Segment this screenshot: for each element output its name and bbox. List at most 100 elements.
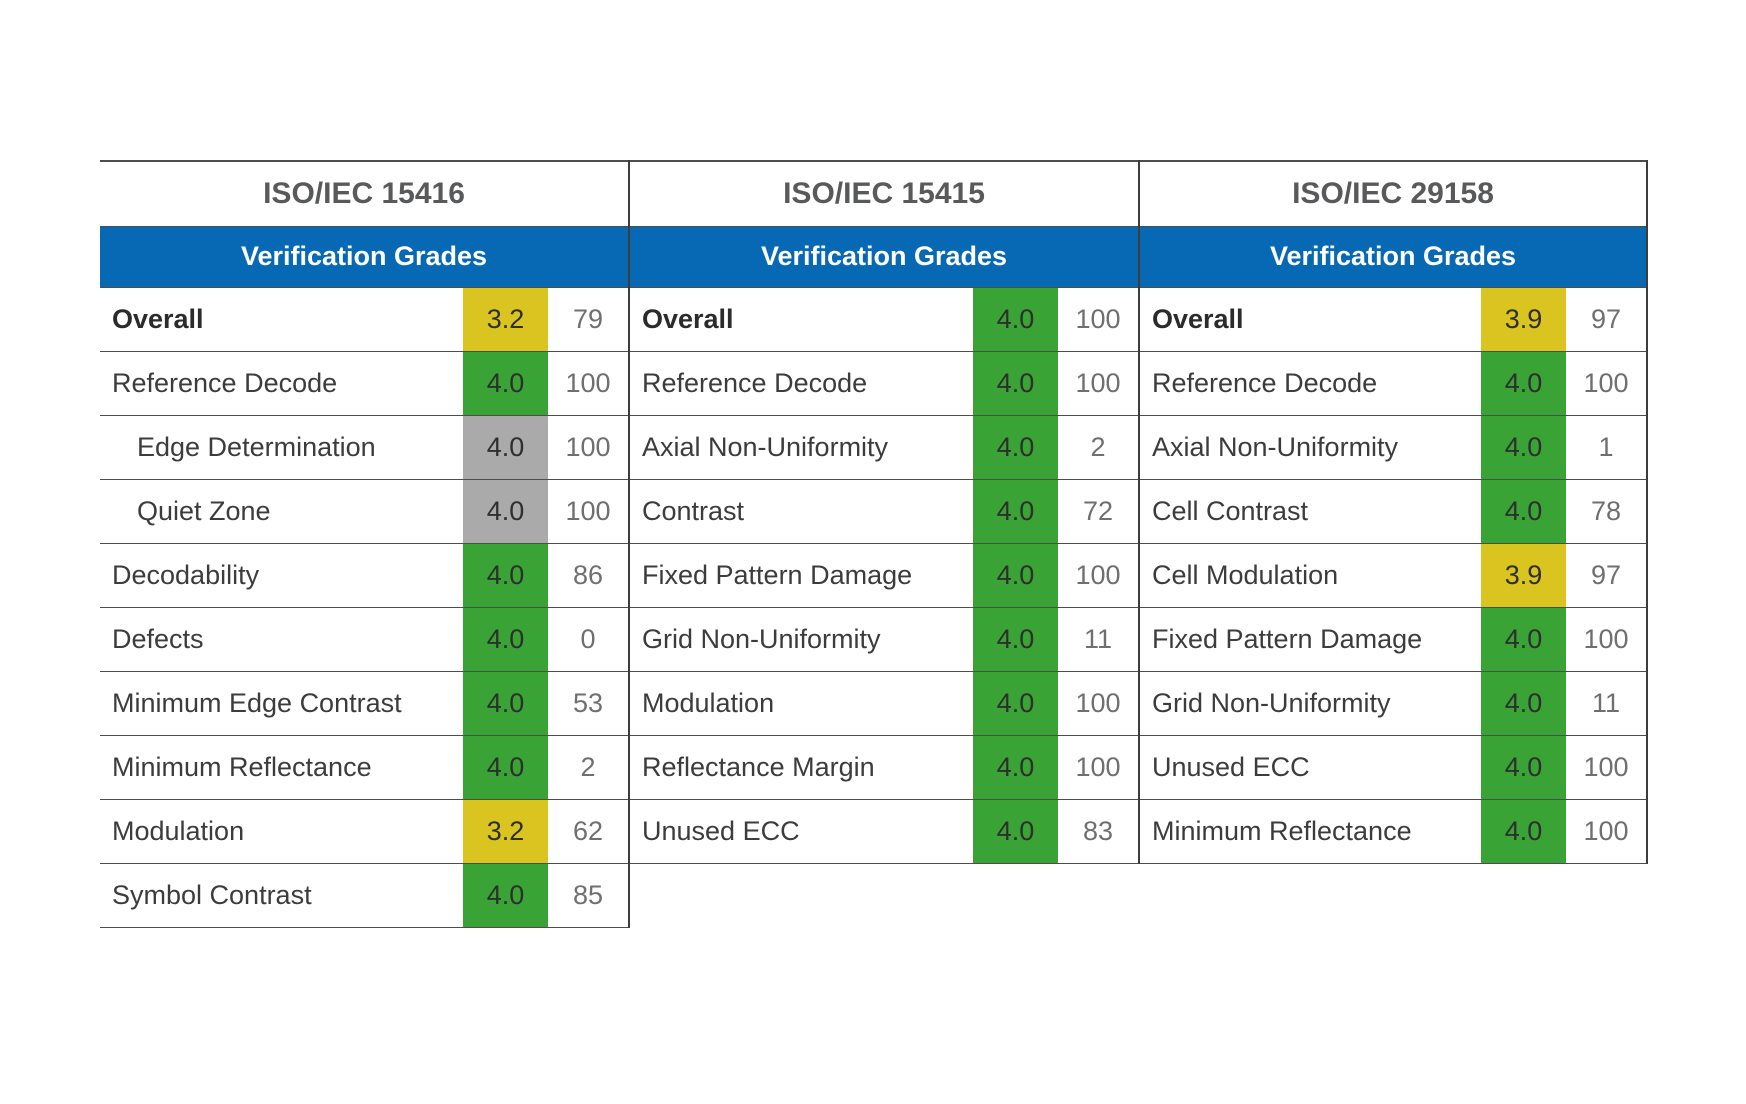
metric-label: Reference Decode xyxy=(630,351,973,416)
table-row: Reflectance Margin 4.0 100 xyxy=(630,735,1139,800)
grade-cell: 4.0 xyxy=(973,543,1058,608)
value-cell: 86 xyxy=(548,543,629,608)
value-cell: 100 xyxy=(1058,671,1139,736)
grade-cell: 4.0 xyxy=(1481,479,1566,544)
metric-label: Decodability xyxy=(100,543,463,608)
value-cell: 11 xyxy=(1058,607,1139,672)
value-cell: 100 xyxy=(1058,351,1139,416)
table-row: Modulation 3.2 62 xyxy=(100,799,629,864)
grade-cell: 3.9 xyxy=(1481,543,1566,608)
value-cell: 100 xyxy=(1058,735,1139,800)
grade-cell: 4.0 xyxy=(1481,671,1566,736)
metric-label: Unused ECC xyxy=(630,799,973,864)
table-header: Verification Grades xyxy=(1140,226,1647,288)
value-cell: 2 xyxy=(1058,415,1139,480)
table-row: Symbol Contrast 4.0 85 xyxy=(100,863,629,928)
table-row: Unused ECC 4.0 100 xyxy=(1140,735,1647,800)
metric-label: Overall xyxy=(1140,287,1481,352)
value-cell: 100 xyxy=(548,415,629,480)
table-row: Axial Non-Uniformity 4.0 2 xyxy=(630,415,1139,480)
table-title-row: ISO/IEC 15416 xyxy=(100,161,629,227)
table-row: Cell Modulation 3.9 97 xyxy=(1140,543,1647,608)
table-row: Overall 3.9 97 xyxy=(1140,287,1647,352)
grade-cell: 4.0 xyxy=(463,735,548,800)
value-cell: 97 xyxy=(1566,287,1647,352)
table-row: Unused ECC 4.0 83 xyxy=(630,799,1139,864)
table-header-row: Verification Grades xyxy=(1140,226,1647,288)
table-row: Contrast 4.0 72 xyxy=(630,479,1139,544)
table-row: Decodability 4.0 86 xyxy=(100,543,629,608)
table-row: Edge Determination 4.0 100 xyxy=(100,415,629,480)
table-row: Modulation 4.0 100 xyxy=(630,671,1139,736)
value-cell: 72 xyxy=(1058,479,1139,544)
value-cell: 78 xyxy=(1566,479,1647,544)
metric-label: Quiet Zone xyxy=(100,479,463,544)
table-row: Axial Non-Uniformity 4.0 1 xyxy=(1140,415,1647,480)
table-row: Defects 4.0 0 xyxy=(100,607,629,672)
value-cell: 0 xyxy=(548,607,629,672)
metric-label: Cell Contrast xyxy=(1140,479,1481,544)
grade-cell: 4.0 xyxy=(1481,607,1566,672)
table-title: ISO/IEC 29158 xyxy=(1140,161,1647,227)
metric-label: Reflectance Margin xyxy=(630,735,973,800)
metric-label: Modulation xyxy=(100,799,463,864)
table-row: Minimum Reflectance 4.0 100 xyxy=(1140,799,1647,864)
grade-cell: 4.0 xyxy=(463,671,548,736)
grade-cell: 4.0 xyxy=(463,607,548,672)
table-row: Reference Decode 4.0 100 xyxy=(630,351,1139,416)
table-row: Overall 3.2 79 xyxy=(100,287,629,352)
grade-cell: 4.0 xyxy=(463,479,548,544)
table-title: ISO/IEC 15416 xyxy=(100,161,629,227)
grade-cell: 3.2 xyxy=(463,799,548,864)
grade-cell: 4.0 xyxy=(973,479,1058,544)
table-row: Fixed Pattern Damage 4.0 100 xyxy=(1140,607,1647,672)
table-header: Verification Grades xyxy=(100,226,629,288)
value-cell: 100 xyxy=(1058,543,1139,608)
metric-label: Reference Decode xyxy=(1140,351,1481,416)
grade-cell: 4.0 xyxy=(463,351,548,416)
value-cell: 100 xyxy=(1566,351,1647,416)
metric-label: Overall xyxy=(100,287,463,352)
value-cell: 53 xyxy=(548,671,629,736)
grade-cell: 4.0 xyxy=(973,607,1058,672)
metric-label: Edge Determination xyxy=(100,415,463,480)
table-title-row: ISO/IEC 29158 xyxy=(1140,161,1647,227)
value-cell: 100 xyxy=(1566,735,1647,800)
grade-cell: 4.0 xyxy=(973,415,1058,480)
metric-label: Grid Non-Uniformity xyxy=(1140,671,1481,736)
metric-label: Unused ECC xyxy=(1140,735,1481,800)
grade-cell: 4.0 xyxy=(973,351,1058,416)
value-cell: 2 xyxy=(548,735,629,800)
value-cell: 62 xyxy=(548,799,629,864)
value-cell: 100 xyxy=(1058,287,1139,352)
metric-label: Minimum Edge Contrast xyxy=(100,671,463,736)
grade-cell: 3.2 xyxy=(463,287,548,352)
table-row: Minimum Reflectance 4.0 2 xyxy=(100,735,629,800)
value-cell: 97 xyxy=(1566,543,1647,608)
value-cell: 100 xyxy=(548,479,629,544)
grade-table: ISO/IEC 15416 Verification Grades Overal… xyxy=(100,160,630,928)
grade-cell: 4.0 xyxy=(1481,799,1566,864)
verification-tables: ISO/IEC 15416 Verification Grades Overal… xyxy=(100,160,1648,928)
value-cell: 85 xyxy=(548,863,629,928)
value-cell: 100 xyxy=(1566,799,1647,864)
metric-label: Minimum Reflectance xyxy=(1140,799,1481,864)
table-row: Reference Decode 4.0 100 xyxy=(1140,351,1647,416)
table-header-row: Verification Grades xyxy=(630,226,1139,288)
table-row: Overall 4.0 100 xyxy=(630,287,1139,352)
grade-cell: 4.0 xyxy=(463,863,548,928)
metric-label: Symbol Contrast xyxy=(100,863,463,928)
grade-cell: 4.0 xyxy=(1481,415,1566,480)
table-row: Reference Decode 4.0 100 xyxy=(100,351,629,416)
metric-label: Defects xyxy=(100,607,463,672)
table-header-row: Verification Grades xyxy=(100,226,629,288)
grade-cell: 4.0 xyxy=(1481,351,1566,416)
grade-cell: 4.0 xyxy=(463,543,548,608)
grade-cell: 4.0 xyxy=(1481,735,1566,800)
table-row: Cell Contrast 4.0 78 xyxy=(1140,479,1647,544)
value-cell: 1 xyxy=(1566,415,1647,480)
value-cell: 83 xyxy=(1058,799,1139,864)
table-row: Fixed Pattern Damage 4.0 100 xyxy=(630,543,1139,608)
grade-cell: 3.9 xyxy=(1481,287,1566,352)
table-row: Grid Non-Uniformity 4.0 11 xyxy=(630,607,1139,672)
